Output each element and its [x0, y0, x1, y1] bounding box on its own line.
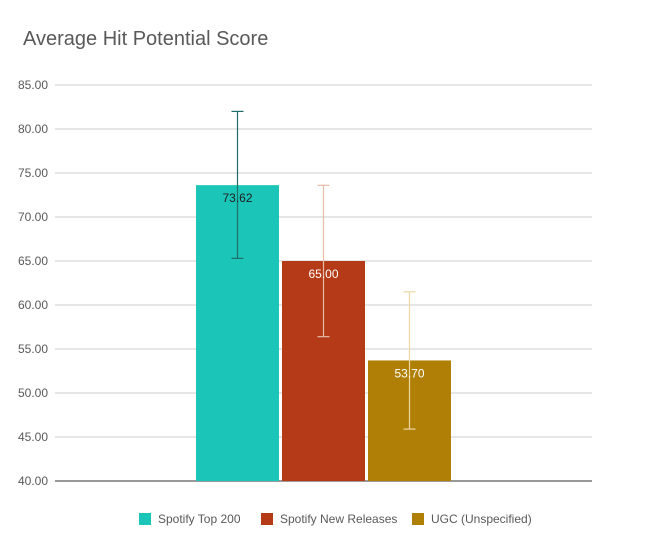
chart-title: Average Hit Potential Score	[23, 28, 269, 50]
data-label: 65.00	[308, 267, 338, 281]
legend-swatch	[261, 513, 273, 525]
legend-label: UGC (Unspecified)	[431, 512, 532, 526]
legend-swatch	[139, 513, 151, 525]
y-tick-label: 75.00	[18, 166, 48, 180]
data-label: 73.62	[222, 191, 252, 205]
legend-label: Spotify New Releases	[280, 512, 397, 526]
y-tick-label: 50.00	[18, 386, 48, 400]
y-tick-label: 55.00	[18, 342, 48, 356]
y-tick-label: 85.00	[18, 78, 48, 92]
y-tick-label: 65.00	[18, 254, 48, 268]
y-tick-label: 60.00	[18, 298, 48, 312]
legend-label: Spotify Top 200	[158, 512, 241, 526]
legend-swatch	[412, 513, 424, 525]
y-tick-label: 80.00	[18, 122, 48, 136]
y-tick-label: 40.00	[18, 474, 48, 488]
data-label: 53.70	[394, 366, 424, 380]
y-tick-label: 45.00	[18, 430, 48, 444]
y-tick-label: 70.00	[18, 210, 48, 224]
